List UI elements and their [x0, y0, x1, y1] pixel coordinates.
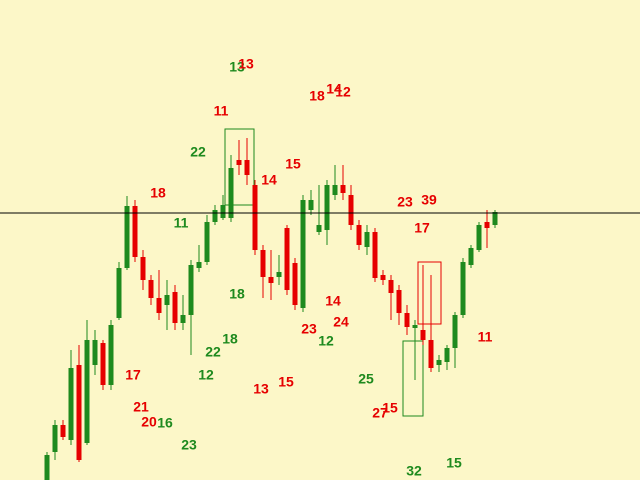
candle-body	[92, 340, 98, 365]
candle-body	[284, 228, 290, 290]
candle-body	[100, 343, 106, 385]
candle-body	[196, 262, 202, 268]
candle-body	[436, 360, 442, 365]
annotation: 23	[397, 194, 413, 210]
highlight-box	[402, 340, 424, 417]
highlight-box	[417, 261, 442, 325]
candle-body	[316, 225, 322, 232]
annotation: 23	[301, 321, 317, 337]
candle-body	[108, 325, 114, 385]
annotation: 13	[238, 56, 254, 72]
candle-body	[244, 160, 250, 175]
annotation: 24	[333, 314, 349, 330]
candle-body	[252, 185, 258, 250]
annotation: 14	[325, 293, 341, 309]
candle-body	[268, 277, 274, 283]
annotation: 13	[229, 59, 245, 75]
candle-body	[188, 265, 194, 315]
candle-body	[44, 455, 50, 480]
candle-body	[492, 212, 498, 225]
candle-body	[468, 248, 474, 265]
annotation: 14	[261, 172, 277, 188]
candle-body	[60, 425, 66, 437]
candle-body	[396, 290, 402, 313]
candle-body	[172, 292, 178, 323]
annotation: 15	[278, 374, 294, 390]
annotation: 39	[421, 192, 437, 208]
candle-body	[484, 222, 490, 228]
annotation: 21	[133, 399, 149, 415]
annotation: 20	[141, 414, 157, 430]
annotation: 18	[309, 88, 325, 104]
highlight-box	[224, 128, 255, 206]
candle-body	[236, 160, 242, 165]
annotation: 11	[214, 103, 229, 119]
annotation: 16	[157, 415, 173, 431]
candle-body	[444, 348, 450, 362]
candle-body	[140, 257, 146, 280]
annotation: 17	[414, 220, 430, 236]
candle-body	[52, 425, 58, 452]
annotation: 11	[174, 215, 189, 231]
annotation: 18	[150, 185, 166, 201]
candle-body	[412, 325, 418, 328]
candle-body	[428, 340, 434, 368]
candle-body	[180, 315, 186, 323]
candle-body	[260, 250, 266, 277]
candle-body	[116, 268, 122, 318]
candle-body	[476, 225, 482, 250]
candle-body	[164, 295, 170, 305]
annotation: 27	[372, 405, 388, 421]
candle-body	[292, 263, 298, 305]
candle-body	[404, 313, 410, 327]
candle-body	[324, 185, 330, 230]
candle-body	[84, 340, 90, 443]
candle-body	[132, 206, 138, 257]
annotation: 17	[125, 367, 141, 383]
annotation: 12	[198, 367, 214, 383]
candle-body	[356, 225, 362, 245]
annotation: 11	[478, 329, 493, 345]
candle-body	[388, 280, 394, 293]
annotation: 22	[190, 144, 206, 160]
annotation: 12	[335, 84, 351, 100]
candle-body	[156, 298, 162, 313]
candle-body	[340, 185, 346, 193]
candle-body	[212, 210, 218, 222]
annotation: 23	[181, 437, 197, 453]
candle-body	[76, 365, 82, 460]
annotation: 18	[222, 331, 238, 347]
candle-body	[332, 185, 338, 195]
candle-body	[380, 275, 386, 280]
annotation: 32	[406, 463, 422, 479]
candle-body	[228, 168, 234, 218]
annotation: 25	[358, 371, 374, 387]
annotation: 22	[205, 344, 221, 360]
annotation: 14	[326, 81, 342, 97]
annotation: 12	[318, 333, 334, 349]
candle-body	[204, 222, 210, 262]
candle-body	[348, 195, 354, 225]
candle-body	[364, 232, 370, 247]
annotation: 13	[253, 381, 269, 397]
candle-body	[124, 206, 130, 268]
annotation: 15	[285, 156, 301, 172]
candle-body	[372, 232, 378, 278]
candle-body	[460, 262, 466, 315]
annotation: 15	[382, 400, 398, 416]
candle-body	[300, 200, 306, 308]
candle-body	[68, 368, 74, 440]
candle-body	[452, 315, 458, 348]
annotation: 15	[446, 455, 462, 471]
candle-body	[220, 205, 226, 218]
candle-body	[308, 200, 314, 210]
annotation: 18	[229, 286, 245, 302]
candle-body	[420, 330, 426, 340]
candle-body	[276, 272, 282, 277]
candle-body	[148, 280, 154, 298]
